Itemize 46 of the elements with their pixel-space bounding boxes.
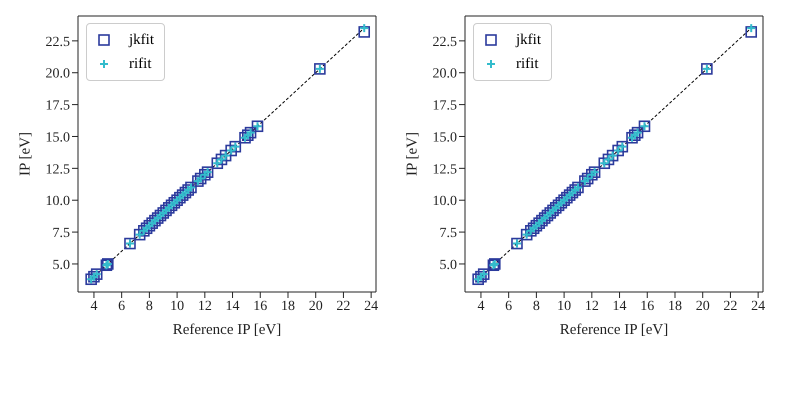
legend-label: jkfit xyxy=(516,31,541,50)
y-axis-title: IP [eV] xyxy=(17,132,34,176)
y-tick-label: 22.5 xyxy=(46,34,70,50)
y-tick-label: 10.0 xyxy=(46,194,70,210)
y-tick-label: 20.0 xyxy=(432,66,457,82)
x-tick-label: 20 xyxy=(308,298,323,314)
x-tick-label: 4 xyxy=(477,298,484,314)
y-tick-label: 15.0 xyxy=(432,130,457,146)
legend-label: rifit xyxy=(129,55,152,74)
x-tick-label: 16 xyxy=(640,298,654,314)
x-tick-label: 20 xyxy=(696,298,710,314)
x-tick-label: 6 xyxy=(118,298,126,314)
x-tick-label: 10 xyxy=(557,298,572,314)
x-tick-label: 24 xyxy=(751,298,766,314)
y-tick-label: 22.5 xyxy=(432,34,457,50)
y-tick-label: 12.5 xyxy=(432,162,457,178)
x-tick-label: 6 xyxy=(505,298,512,314)
legend-label: jkfit xyxy=(129,31,154,50)
x-tick-label: 14 xyxy=(612,298,627,314)
x-tick-label: 8 xyxy=(532,298,540,314)
x-tick-label: 16 xyxy=(253,298,268,314)
y-tick-label: 5.0 xyxy=(52,258,70,273)
y-tick-label: 7.5 xyxy=(440,226,457,242)
x-tick-label: 8 xyxy=(146,298,153,314)
y-tick-label: 17.5 xyxy=(46,98,70,114)
x-tick-label: 10 xyxy=(170,298,184,314)
y-tick-label: 12.5 xyxy=(46,162,70,178)
y-tick-label: 10.0 xyxy=(432,194,457,210)
x-tick-label: 22 xyxy=(336,298,350,314)
y-tick-label: 20.0 xyxy=(46,66,70,82)
x-tick-label: 22 xyxy=(723,298,738,314)
y-axis-title: IP [eV] xyxy=(404,132,420,176)
x-tick-label: 4 xyxy=(90,298,98,314)
x-axis-title: Reference IP [eV] xyxy=(172,322,282,338)
x-tick-label: 12 xyxy=(584,298,599,314)
y-tick-label: 17.5 xyxy=(432,98,457,114)
x-axis-title: Reference IP [eV] xyxy=(560,322,668,338)
y-tick-label: 15.0 xyxy=(46,130,70,146)
x-tick-label: 18 xyxy=(280,298,295,314)
x-tick-label: 12 xyxy=(198,298,212,314)
legend-label: rifit xyxy=(516,55,538,74)
x-tick-label: 24 xyxy=(364,298,378,314)
y-tick-label: 5.0 xyxy=(440,258,457,273)
x-tick-label: 18 xyxy=(668,298,682,314)
x-tick-label: 14 xyxy=(226,298,240,314)
y-tick-label: 7.5 xyxy=(52,226,70,242)
